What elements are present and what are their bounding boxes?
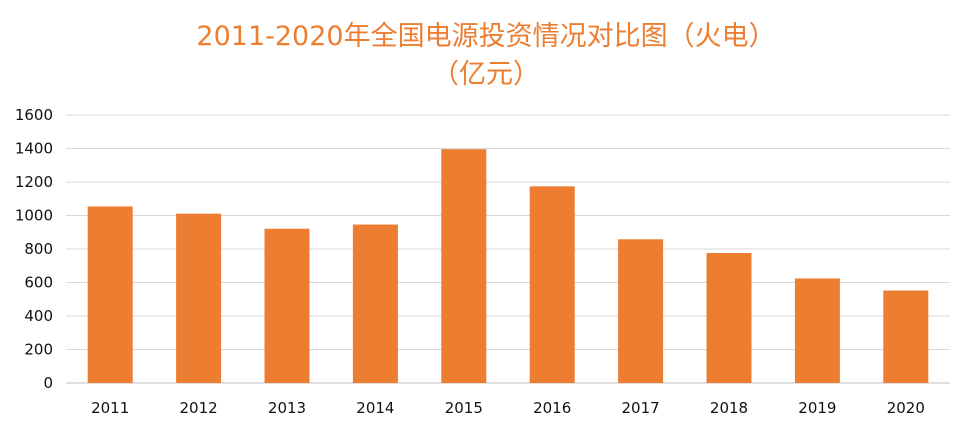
bar-2020 — [883, 290, 929, 383]
y-tick-label: 400 — [24, 307, 53, 325]
bar-2019 — [794, 278, 840, 383]
chart-subtitle: （亿元） — [432, 59, 540, 90]
y-axis-tick-labels: 0 200 400 600 800 1000 1200 1400 1600 — [15, 106, 53, 392]
bar-2014 — [352, 224, 398, 383]
bar-2013 — [264, 228, 310, 383]
x-tick-label: 2016 — [533, 399, 571, 417]
x-tick-label: 2012 — [180, 399, 218, 417]
bar-2016 — [529, 186, 575, 383]
x-tick-label: 2020 — [887, 399, 925, 417]
y-tick-label: 800 — [24, 240, 53, 258]
x-tick-label: 2017 — [622, 399, 660, 417]
x-tick-label: 2018 — [710, 399, 748, 417]
y-tick-label: 1400 — [15, 140, 53, 158]
bar-2011 — [87, 206, 133, 383]
y-tick-label: 200 — [24, 341, 53, 359]
x-tick-label: 2014 — [356, 399, 394, 417]
y-tick-label: 0 — [43, 374, 53, 392]
bar-2018 — [706, 253, 752, 383]
y-tick-label: 1200 — [15, 173, 53, 191]
y-tick-label: 1600 — [15, 106, 53, 124]
y-tick-label: 1000 — [15, 207, 53, 225]
bars — [87, 149, 929, 383]
y-tick-label: 600 — [24, 274, 53, 292]
x-tick-label: 2011 — [91, 399, 129, 417]
x-axis-tick-labels: 2011 2012 2013 2014 2015 2016 2017 2018 2019 2020 — [91, 399, 925, 417]
bar-2017 — [618, 239, 664, 383]
x-tick-label: 2013 — [268, 399, 306, 417]
x-tick-label: 2019 — [798, 399, 836, 417]
bar-2015 — [441, 149, 487, 383]
x-tick-label: 2015 — [445, 399, 483, 417]
chart-title: 2011-2020年全国电源投资情况对比图（火电） — [196, 21, 775, 52]
bar-2012 — [176, 213, 222, 383]
